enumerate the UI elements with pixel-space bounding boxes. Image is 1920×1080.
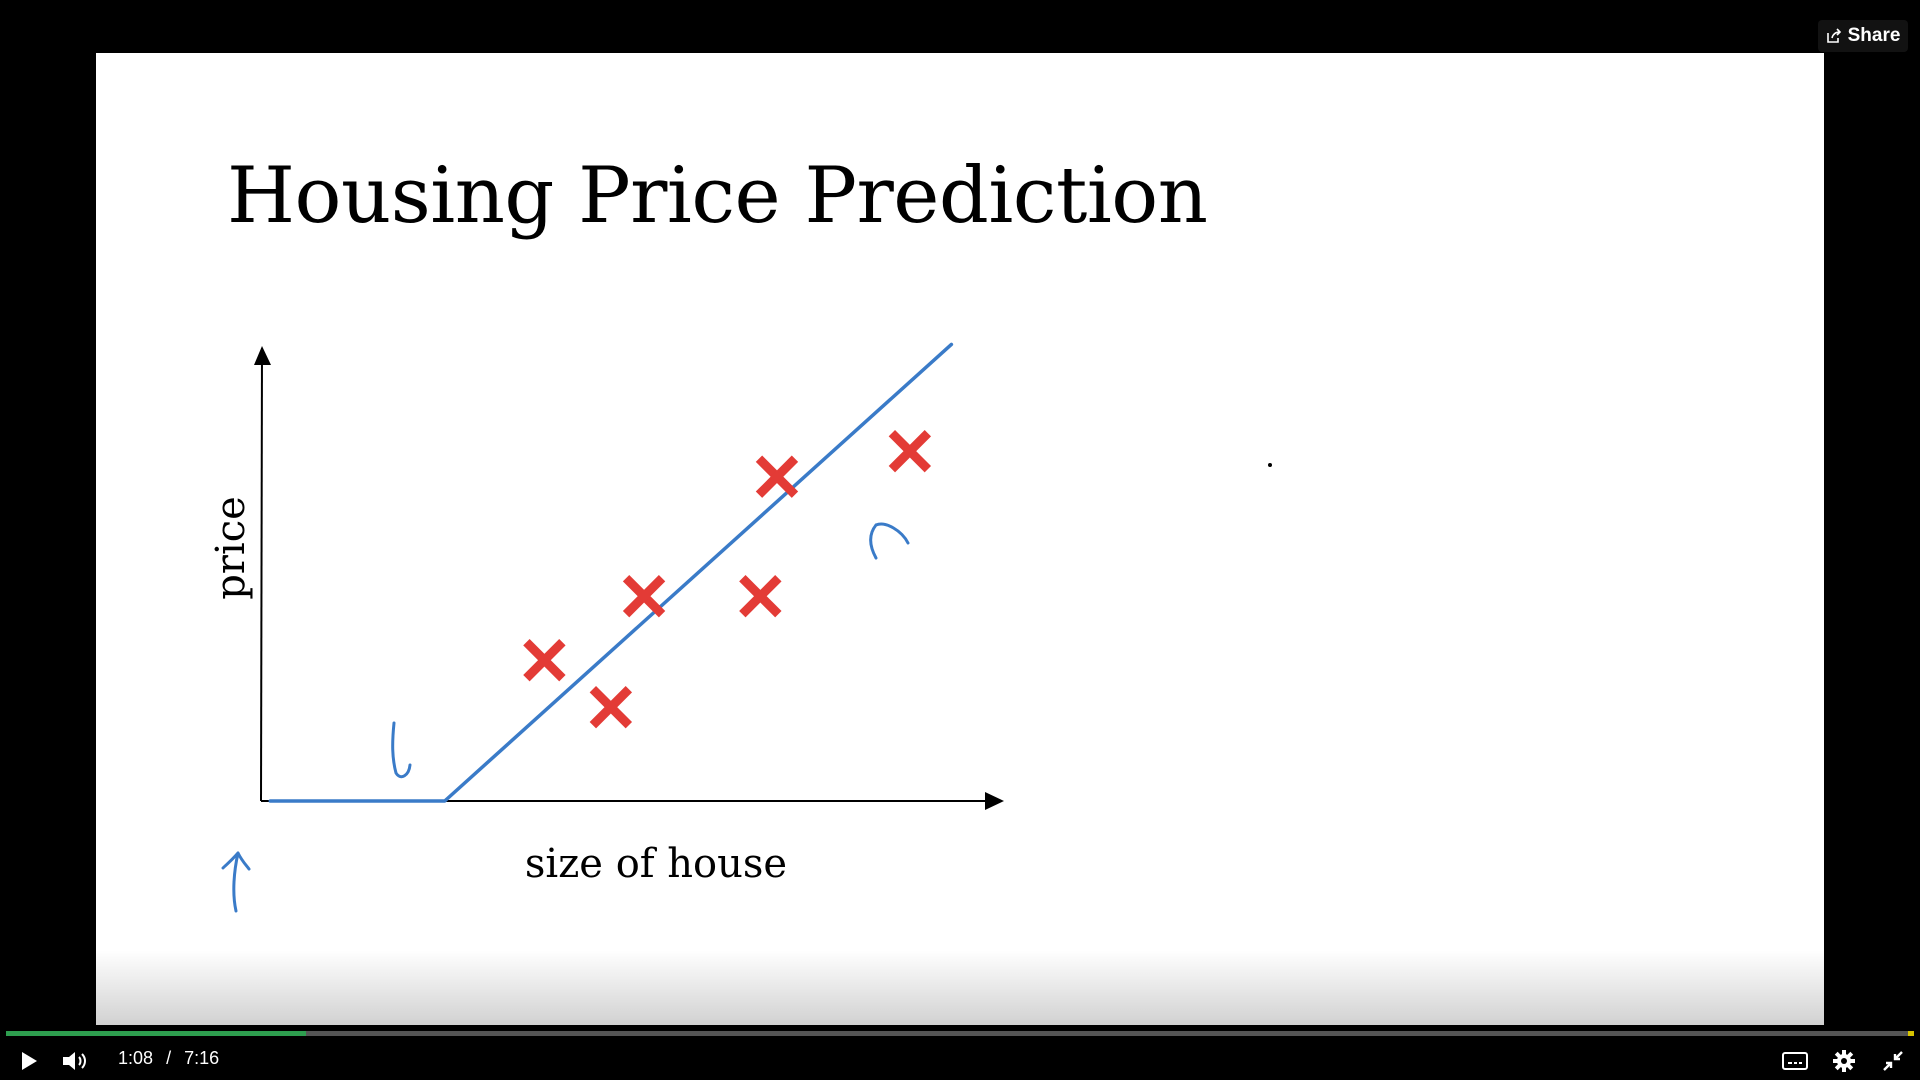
x-axis-label: size of house xyxy=(525,841,787,887)
progress-bar[interactable] xyxy=(6,1031,1914,1036)
hand-arrow-up-icon xyxy=(869,522,910,560)
share-icon xyxy=(1826,28,1841,43)
hand-arrow-down-icon xyxy=(391,721,412,779)
time-display: 1:08 / 7:16 xyxy=(118,1048,219,1069)
fit-line xyxy=(268,342,954,803)
data-point-4 xyxy=(739,575,782,618)
play-icon xyxy=(22,1052,37,1070)
exit-fullscreen-icon xyxy=(1883,1051,1903,1071)
x-axis-arrowhead xyxy=(985,792,1004,810)
data-point-6 xyxy=(888,429,932,473)
current-time: 1:08 xyxy=(118,1048,154,1068)
housing-price-chart: size of house price xyxy=(208,342,1272,913)
gear-icon xyxy=(1833,1050,1855,1072)
fit-line-group xyxy=(268,342,954,803)
captions-button[interactable] xyxy=(1778,1046,1812,1076)
volume-button[interactable] xyxy=(58,1046,92,1076)
progress-end-marker xyxy=(1908,1031,1914,1036)
slide-title: Housing Price Prediction xyxy=(227,151,1208,241)
player-controls: 1:08 / 7:16 xyxy=(0,1026,1920,1080)
stray-dot xyxy=(1268,463,1272,467)
data-point-3 xyxy=(622,575,666,618)
video-frame[interactable]: Housing Price Prediction size of house p… xyxy=(96,53,1824,1025)
data-points xyxy=(523,429,932,729)
share-button[interactable]: Share xyxy=(1818,20,1908,52)
y-axis-arrowhead xyxy=(254,346,271,365)
data-point-1 xyxy=(523,639,566,682)
y-axis xyxy=(260,347,263,802)
duration: 7:16 xyxy=(184,1048,220,1068)
data-point-2 xyxy=(589,685,633,729)
play-button[interactable] xyxy=(12,1046,46,1076)
captions-icon xyxy=(1782,1052,1808,1070)
settings-button[interactable] xyxy=(1827,1046,1861,1076)
hand-arrow-up-left-icon xyxy=(221,851,251,913)
volume-icon xyxy=(63,1052,86,1070)
handwritten-annotations xyxy=(221,522,910,913)
progress-played xyxy=(6,1031,306,1036)
data-point-5 xyxy=(755,455,799,498)
time-separator: / xyxy=(166,1048,172,1068)
y-axis-label: price xyxy=(208,496,254,600)
exit-fullscreen-button[interactable] xyxy=(1876,1046,1910,1076)
share-label: Share xyxy=(1847,25,1901,46)
